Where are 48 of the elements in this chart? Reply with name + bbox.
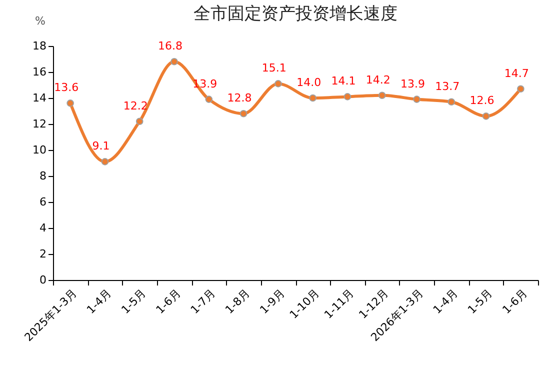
x-tick-label: 1-4月 <box>430 286 460 316</box>
y-tick-label: 8 <box>40 170 46 182</box>
point <box>448 98 456 106</box>
data-label: 16.8 <box>158 40 182 53</box>
x-tick-label: 1-5月 <box>118 286 149 316</box>
x-tick-label: 1-9月 <box>257 286 288 316</box>
chart-title: 全市固定资产投资增长速度 <box>194 4 398 24</box>
data-label: 15.1 <box>262 62 286 75</box>
y-tick-label: 2 <box>40 248 46 260</box>
y-tick-label: 14 <box>32 92 46 104</box>
data-label: 12.8 <box>227 92 252 105</box>
x-tick-label: 1-5月 <box>465 286 496 316</box>
point <box>170 58 178 66</box>
data-label: 12.6 <box>470 94 494 108</box>
y-tick-label: 4 <box>40 222 46 234</box>
data-label: 14.7 <box>504 66 529 80</box>
point <box>413 96 420 103</box>
y-tick-label: 0 <box>40 274 46 286</box>
data-label: 14.0 <box>296 76 322 89</box>
data-label: 14.1 <box>331 74 356 88</box>
data-label: 13.6 <box>54 81 79 94</box>
x-tick-label: 1-6月 <box>154 286 184 316</box>
y-tick-label: 18 <box>32 40 46 52</box>
point <box>378 92 386 100</box>
x-tick-label: 1-7月 <box>188 286 218 316</box>
y-tick-label: 16 <box>32 66 46 78</box>
point <box>205 96 213 103</box>
y-tick-label: 6 <box>40 196 46 208</box>
data-label: 9.1 <box>92 140 110 153</box>
point <box>517 85 524 93</box>
x-tick-label: 1-6月 <box>500 286 530 316</box>
y-axis-title: % <box>35 14 46 28</box>
data-label: 13.9 <box>400 77 425 90</box>
data-label: 14.2 <box>366 73 390 86</box>
point <box>274 80 282 88</box>
point <box>240 110 248 118</box>
point <box>101 158 109 166</box>
point <box>482 112 490 120</box>
data-label: 13.7 <box>435 80 460 93</box>
data-label: 12.2 <box>123 99 148 112</box>
y-tick-label: 10 <box>32 144 46 156</box>
x-tick-label: 1-4月 <box>84 286 114 316</box>
point <box>344 93 352 100</box>
y-tick-label: 12 <box>32 118 46 130</box>
x-tick-label: 1-8月 <box>222 286 253 316</box>
point <box>136 118 144 126</box>
point <box>66 100 74 107</box>
point <box>309 94 316 102</box>
